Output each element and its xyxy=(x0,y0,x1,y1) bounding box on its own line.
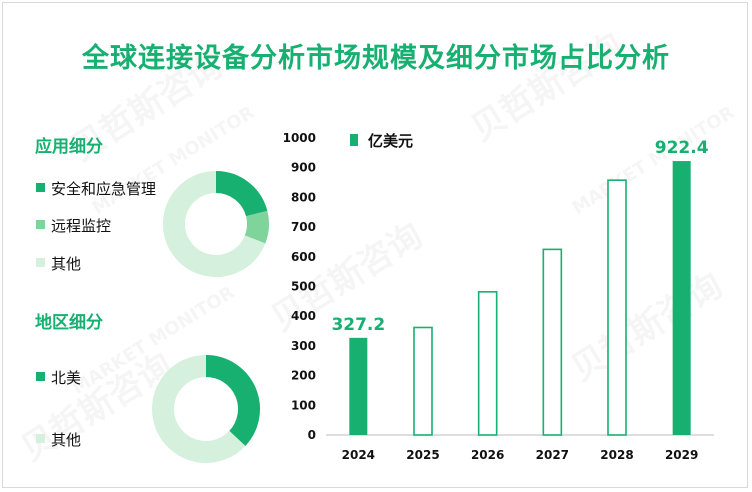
data-label-2029: 922.4 xyxy=(655,138,709,158)
bar-2028 xyxy=(607,179,627,436)
page-title: 全球连接设备分析市场规模及细分市场占比分析 xyxy=(82,43,670,74)
donut-slice-北美 xyxy=(205,355,260,446)
bar-legend-label: 亿美元 xyxy=(368,132,413,150)
y-tick-label: 100 xyxy=(291,398,316,412)
legend-item-remote-monitoring: 远程监控 xyxy=(36,215,111,236)
y-tick-label: 700 xyxy=(291,220,316,234)
bar-2027 xyxy=(542,248,563,436)
legend-swatch xyxy=(36,372,45,381)
y-tick-label: 400 xyxy=(291,309,316,323)
y-tick-label: 1000 xyxy=(283,131,316,145)
donut-slice-其他 xyxy=(163,171,266,277)
bar-2025 xyxy=(413,326,433,436)
legend-item-safety: 安全和应急管理 xyxy=(36,178,156,199)
data-label-2024: 327.2 xyxy=(331,315,385,335)
application-section-title: 应用细分 xyxy=(35,137,103,157)
legend-label: 北美 xyxy=(51,369,82,387)
x-tick-label: 2027 xyxy=(536,448,569,462)
region-donut-chart xyxy=(152,355,260,463)
bar-legend-swatch xyxy=(350,134,358,146)
y-tick-label: 0 xyxy=(308,428,316,442)
legend-item-other: 其他 xyxy=(36,253,81,274)
legend-swatch xyxy=(36,434,45,443)
donut-slice-远程监控 xyxy=(244,210,269,244)
legend-label: 远程监控 xyxy=(51,217,112,235)
y-tick-label: 800 xyxy=(291,190,316,204)
legend-swatch xyxy=(36,220,45,229)
chart-frame xyxy=(2,2,748,488)
legend-swatch xyxy=(36,183,45,192)
x-tick-label: 2029 xyxy=(665,448,698,462)
legend-item-north-america: 北美 xyxy=(36,367,81,388)
application-donut-chart xyxy=(163,171,269,277)
legend-label: 安全和应急管理 xyxy=(51,180,157,198)
bar-2024 xyxy=(349,337,368,435)
bar-2026 xyxy=(477,291,498,436)
y-tick-label: 300 xyxy=(291,339,316,353)
y-tick-label: 600 xyxy=(291,250,316,264)
x-tick-label: 2026 xyxy=(471,448,504,462)
donut-slice-其他 xyxy=(152,355,246,463)
bar-2029 xyxy=(672,161,691,436)
legend-label: 其他 xyxy=(51,431,82,449)
y-tick-label: 200 xyxy=(291,369,316,383)
market-size-bar-chart: 0 100 200 300 400 500 600 700 800 900 1000 2024 327.… xyxy=(283,131,714,462)
legend-label: 其他 xyxy=(51,255,82,273)
x-tick-label: 2025 xyxy=(406,448,439,462)
donut-slice-安全和应急管理 xyxy=(215,171,268,217)
region-section-title: 地区细分 xyxy=(35,313,103,333)
x-tick-label: 2028 xyxy=(600,448,633,462)
legend-swatch xyxy=(36,258,45,267)
y-tick-label: 900 xyxy=(291,161,316,175)
legend-item-other-region: 其他 xyxy=(36,429,81,450)
y-tick-label: 500 xyxy=(291,280,316,294)
x-tick-label: 2024 xyxy=(342,448,375,462)
